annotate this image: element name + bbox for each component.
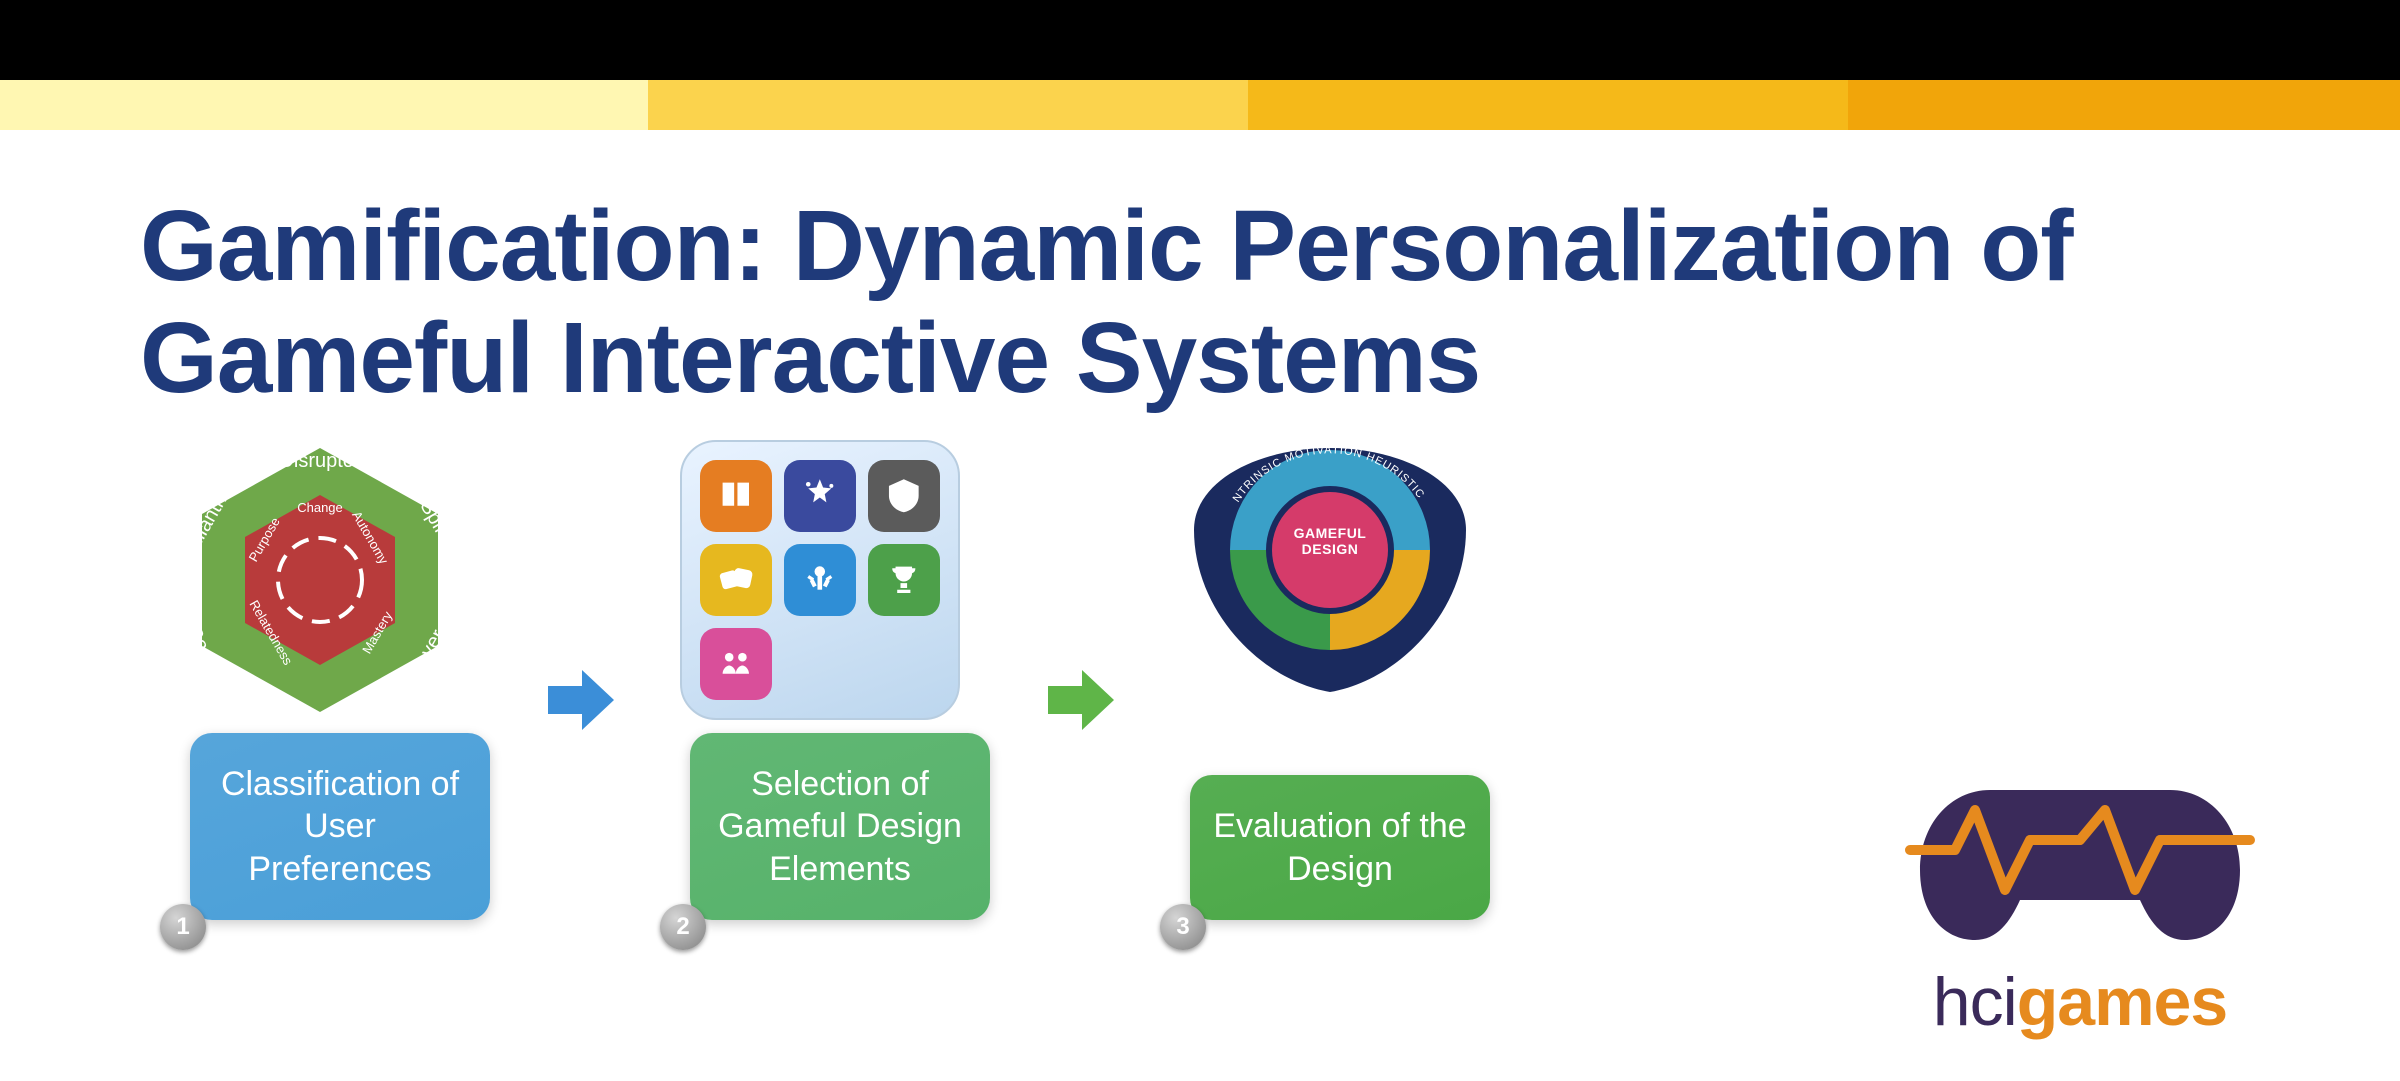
logo-text-hci: hci (1933, 964, 2017, 1040)
step-2-label: Selection of Gameful Design Elements (718, 765, 962, 888)
people-icon (700, 628, 772, 700)
step-1-number: 1 (160, 904, 206, 950)
person-icon (784, 544, 856, 616)
hexagon-graphic: Disruptor Free Spirit ever Socialis Phil… (180, 440, 480, 720)
logo-text: hcigames (1890, 963, 2270, 1041)
step-1: Disruptor Free Spirit ever Socialis Phil… (140, 440, 520, 960)
icon-panel (680, 440, 960, 720)
step-1-card: Classification of User Preferences (190, 733, 490, 921)
step-2: Selection of Gameful Design Elements 2 (640, 440, 1020, 960)
stripe-3 (1248, 80, 1848, 130)
slide-title: Gamification: Dynamic Personalization of… (0, 130, 2400, 444)
step-3-number: 3 (1160, 904, 1206, 950)
shield-graphic: INTRINSIC MOTIVATION HEURISTICS GAMEFUL … (1180, 440, 1480, 720)
stars-icon (784, 460, 856, 532)
badge-icon (868, 460, 940, 532)
step-3-card: Evaluation of the Design (1190, 775, 1490, 920)
dice-icon (700, 544, 772, 616)
hex-inner-change: Change (297, 500, 343, 515)
stripe-1 (0, 80, 648, 130)
stripe-2 (648, 80, 1248, 130)
stripe-4 (1848, 80, 2400, 130)
step-3-label: Evaluation of the Design (1213, 807, 1466, 888)
blank-icon2 (868, 628, 940, 700)
top-bar-black (0, 0, 2400, 80)
controller-icon (1900, 750, 2260, 950)
step-2-card: Selection of Gameful Design Elements (690, 733, 990, 921)
step-1-label: Classification of User Preferences (221, 765, 459, 888)
hcigames-logo: hcigames (1890, 750, 2270, 1041)
step-2-number: 2 (660, 904, 706, 950)
trophy-icon (868, 544, 940, 616)
book-icon (700, 460, 772, 532)
top-bar-stripes (0, 80, 2400, 130)
arrow-1 (540, 660, 620, 740)
shield-center-label: GAMEFUL DESIGN (1270, 525, 1390, 557)
logo-text-games: games (2017, 964, 2227, 1040)
arrow-2 (1040, 660, 1120, 740)
icon-panel-graphic (680, 440, 980, 720)
hex-label-disruptor: Disruptor (279, 450, 360, 473)
process-diagram: Disruptor Free Spirit ever Socialis Phil… (140, 420, 1740, 980)
blank-icon (784, 628, 856, 700)
step-3: INTRINSIC MOTIVATION HEURISTICS GAMEFUL … (1140, 440, 1520, 960)
